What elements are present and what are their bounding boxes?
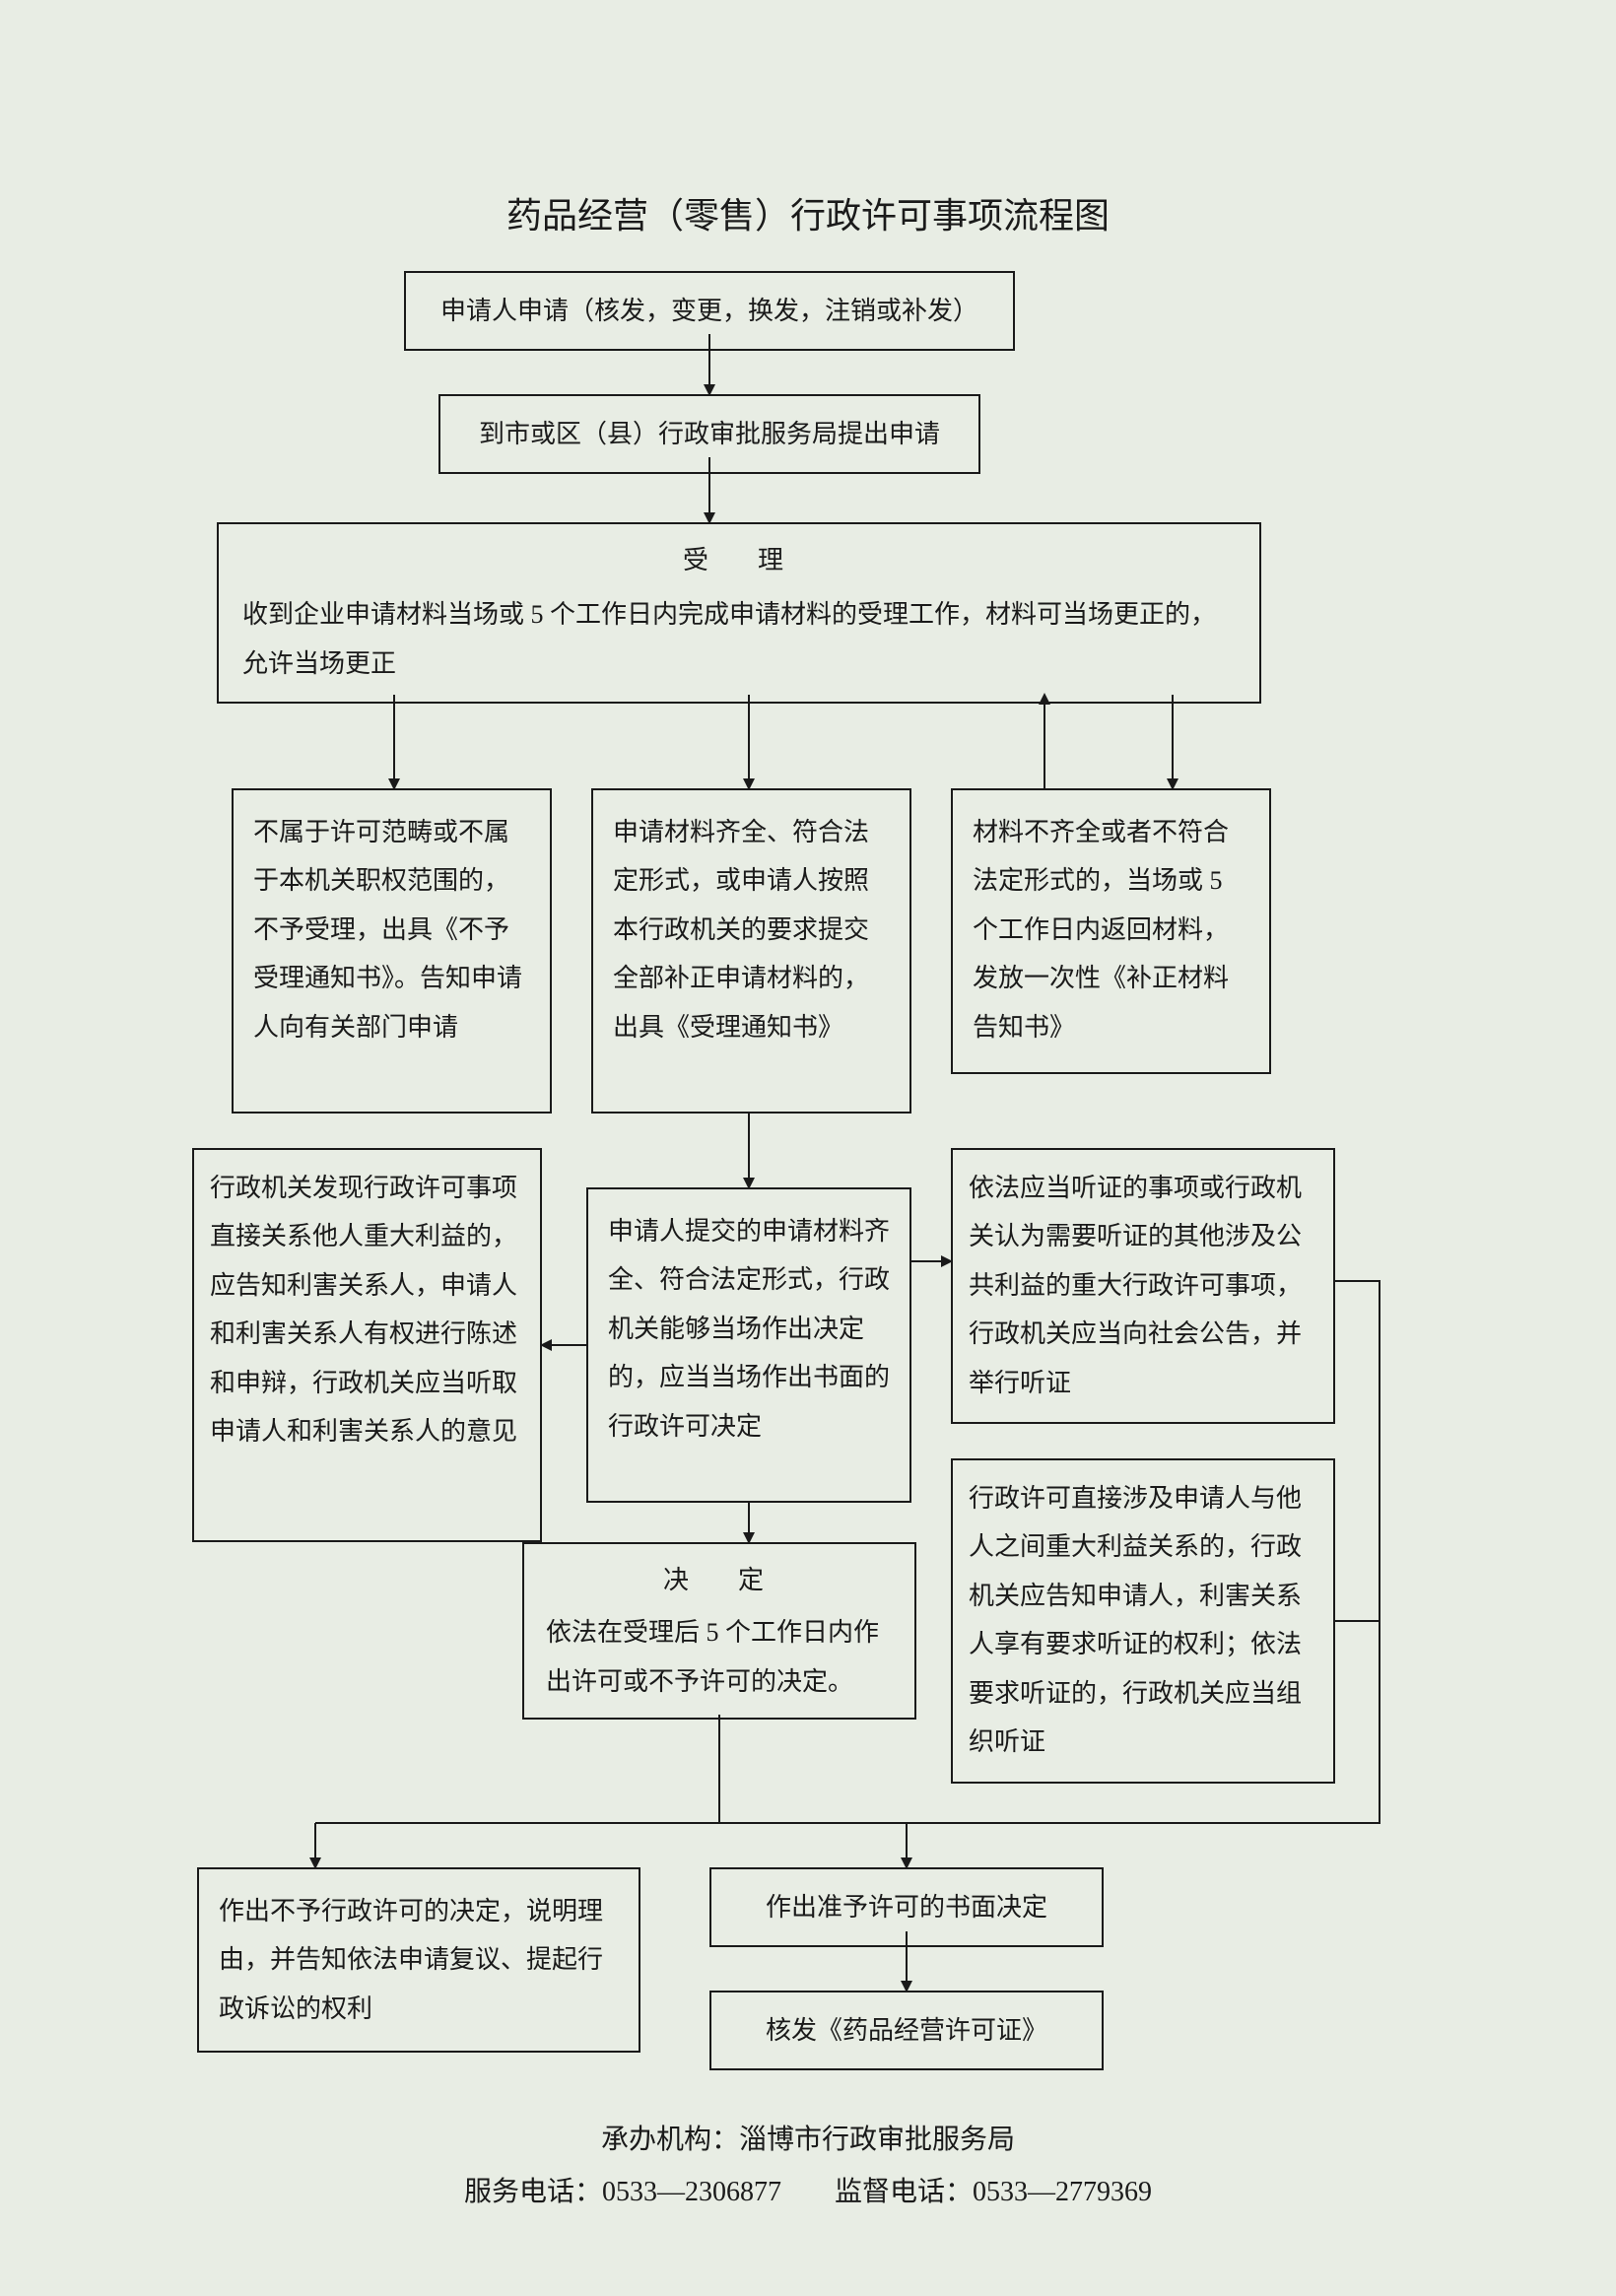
node-text: 作出准予许可的书面决定 <box>711 1869 1102 1945</box>
node-stakeholder-notify: 行政机关发现行政许可事项直接关系他人重大利益的，应告知利害关系人，申请人和利害关… <box>192 1148 542 1542</box>
footer-service-label: 服务电话： <box>464 2177 602 2207</box>
node-materials-incomplete: 材料不齐全或者不符合法定形式的，当场或 5 个工作日内返回材料，发放一次性《补正… <box>951 788 1271 1074</box>
node-text: 申请人申请（核发，变更，换发，注销或补发） <box>406 273 1013 349</box>
footer-supervise-phone: 0533—2779369 <box>973 2177 1152 2207</box>
node-interest-hearing: 行政许可直接涉及申请人与他人之间重大利益关系的，行政机关应告知申请人，利害关系人… <box>951 1458 1335 1784</box>
page-title: 药品经营（零售）行政许可事项流程图 <box>0 187 1616 238</box>
footer-supervise-label: 监督电话： <box>835 2177 973 2207</box>
node-text: 依法应当听证的事项或行政机关认为需要听证的其他涉及公共利益的重大行政许可事项，行… <box>969 1164 1317 1407</box>
node-text: 作出不予行政许可的决定，说明理由，并告知依法申请复议、提起行政诉讼的权利 <box>219 1887 619 2033</box>
node-text: 不属于许可范畴或不属于本机关职权范围的，不予受理，出具《不予受理通知书》。告知申… <box>253 808 530 1051</box>
node-deny-decision: 作出不予行政许可的决定，说明理由，并告知依法申请复议、提起行政诉讼的权利 <box>197 1867 640 2053</box>
footer-org-line: 承办机构：淄博市行政审批服务局 <box>0 2114 1616 2166</box>
node-apply: 申请人申请（核发，变更，换发，注销或补发） <box>404 271 1015 351</box>
node-text: 申请人提交的申请材料齐全、符合法定形式，行政机关能够当场作出决定的，应当当场作出… <box>608 1207 890 1451</box>
node-text: 到市或区（县）行政审批服务局提出申请 <box>440 396 978 472</box>
node-materials-complete: 申请材料齐全、符合法定形式，或申请人按照本行政机关的要求提交全部补正申请材料的，… <box>591 788 911 1114</box>
node-text: 行政许可直接涉及申请人与他人之间重大利益关系的，行政机关应告知申请人，利害关系人… <box>969 1474 1317 1766</box>
node-section-title: 受 理 <box>219 524 1259 584</box>
node-issue-license: 核发《药品经营许可证》 <box>709 1991 1104 2070</box>
node-acceptance: 受 理 收到企业申请材料当场或 5 个工作日内完成申请材料的受理工作，材料可当场… <box>217 522 1261 704</box>
node-onspot-decision: 申请人提交的申请材料齐全、符合法定形式，行政机关能够当场作出决定的，应当当场作出… <box>586 1187 911 1503</box>
node-text: 依法在受理后 5 个工作日内作出许可或不予许可的决定。 <box>524 1604 914 1718</box>
footer: 承办机构：淄博市行政审批服务局 服务电话：0533—2306877 监督电话：0… <box>0 2114 1616 2218</box>
node-text: 核发《药品经营许可证》 <box>711 1992 1102 2068</box>
footer-phone-line: 服务电话：0533—2306877 监督电话：0533—2779369 <box>0 2166 1616 2218</box>
node-reject-scope: 不属于许可范畴或不属于本机关职权范围的，不予受理，出具《不予受理通知书》。告知申… <box>232 788 552 1114</box>
node-text: 材料不齐全或者不符合法定形式的，当场或 5 个工作日内返回材料，发放一次性《补正… <box>973 808 1249 1051</box>
footer-service-phone: 0533—2306877 <box>602 2177 781 2207</box>
node-section-title: 决 定 <box>524 1544 914 1604</box>
node-text: 收到企业申请材料当场或 5 个工作日内完成申请材料的受理工作，材料可当场更正的，… <box>219 584 1259 702</box>
node-text: 行政机关发现行政许可事项直接关系他人重大利益的，应告知利害关系人，申请人和利害关… <box>210 1164 524 1455</box>
footer-org: 淄博市行政审批服务局 <box>739 2125 1015 2155</box>
node-decision: 决 定 依法在受理后 5 个工作日内作出许可或不予许可的决定。 <box>522 1542 916 1720</box>
node-text: 申请材料齐全、符合法定形式，或申请人按照本行政机关的要求提交全部补正申请材料的，… <box>613 808 890 1051</box>
node-approve-decision: 作出准予许可的书面决定 <box>709 1867 1104 1947</box>
footer-org-label: 承办机构： <box>601 2125 739 2155</box>
node-public-hearing: 依法应当听证的事项或行政机关认为需要听证的其他涉及公共利益的重大行政许可事项，行… <box>951 1148 1335 1424</box>
node-submit-bureau: 到市或区（县）行政审批服务局提出申请 <box>438 394 980 474</box>
